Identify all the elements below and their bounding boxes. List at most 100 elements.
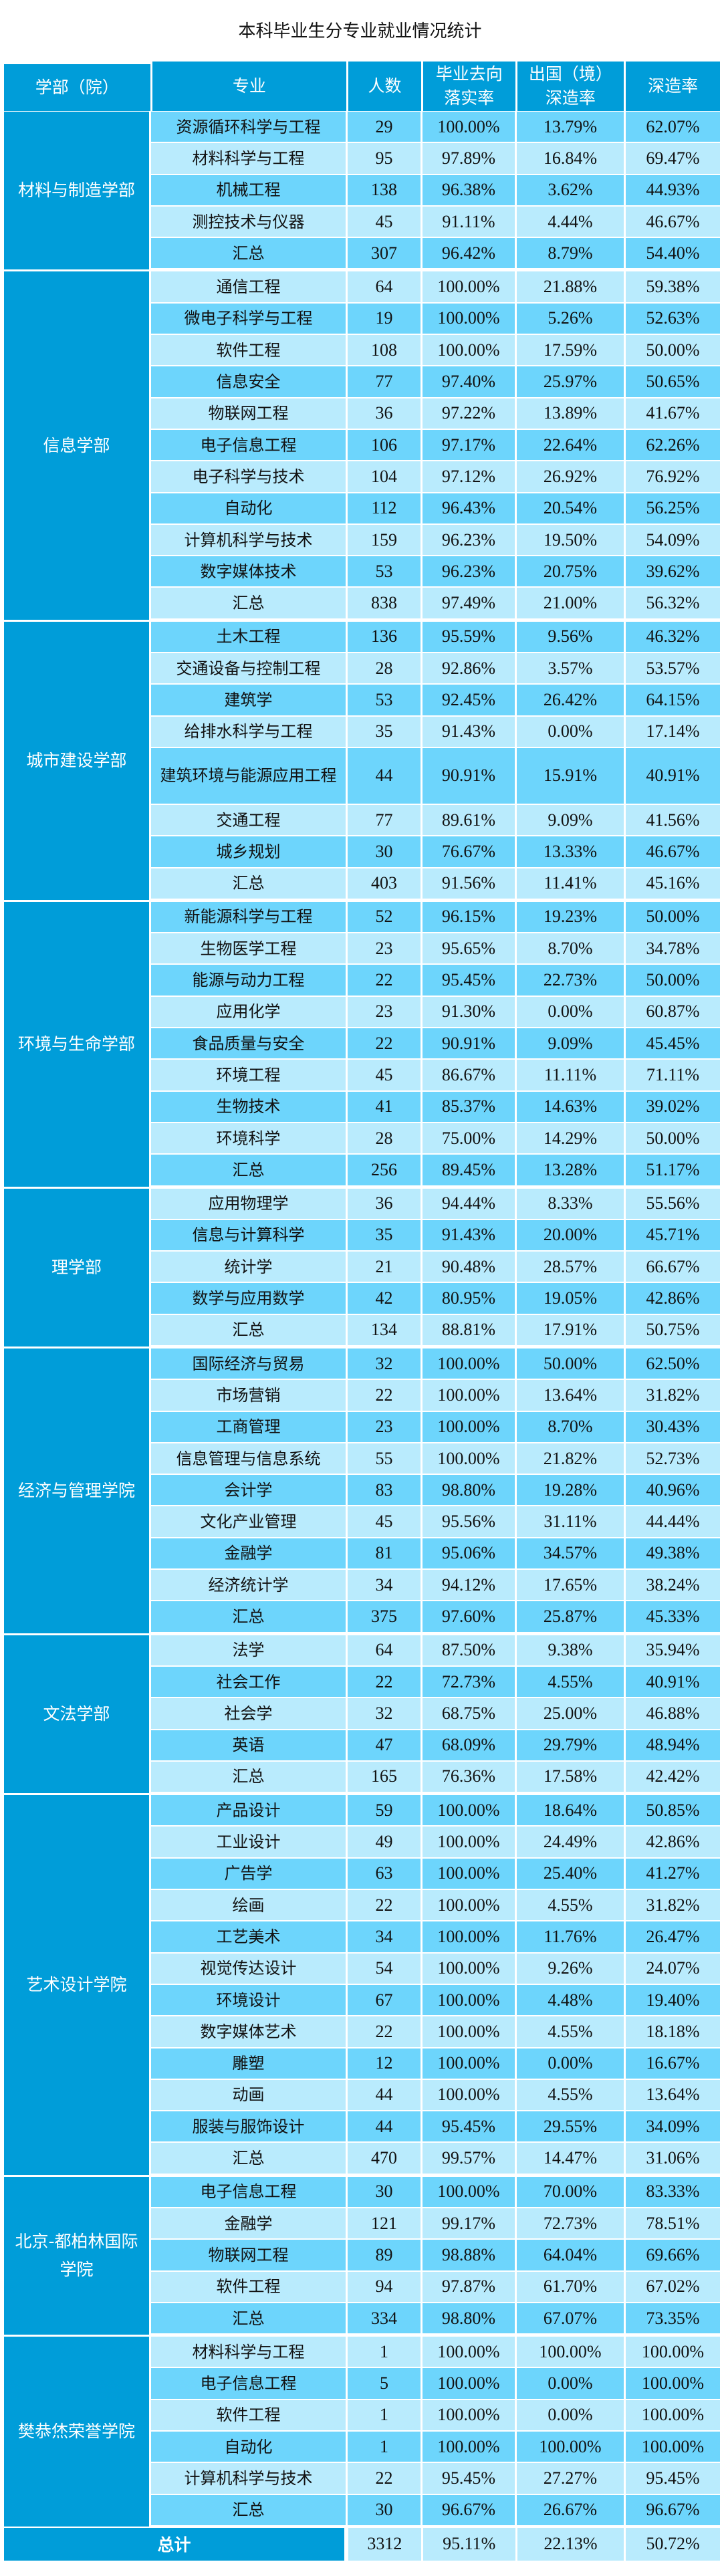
- abroad-rate-cell: 70.00%: [517, 2176, 626, 2207]
- major-cell: 自动化: [151, 493, 348, 523]
- further-study-rate-cell: 40.91%: [626, 1666, 720, 1697]
- placement-rate-cell: 97.12%: [423, 461, 517, 492]
- table-row: 统计学 21 90.48% 28.57% 66.67%: [151, 1252, 720, 1284]
- table-row: 数字媒体艺术 22 100.00% 4.55% 18.18%: [151, 2016, 720, 2048]
- placement-rate-cell: 100.00%: [423, 1380, 517, 1411]
- count-cell: 47: [348, 1730, 423, 1760]
- placement-rate-cell: 97.60%: [423, 1601, 517, 1632]
- count-cell: 23: [348, 996, 423, 1028]
- grand-total-placement: 95.11%: [423, 2527, 517, 2561]
- abroad-rate-cell: 34.57%: [517, 1538, 626, 1569]
- abroad-rate-cell: 31.11%: [517, 1506, 626, 1537]
- count-cell: 108: [348, 335, 423, 366]
- further-study-rate-cell: 31.06%: [626, 2143, 720, 2174]
- abroad-rate-cell: 61.70%: [517, 2271, 626, 2302]
- abroad-rate-cell: 21.82%: [517, 1443, 626, 1474]
- abroad-rate-cell: 25.00%: [517, 1698, 626, 1729]
- further-study-rate-cell: 13.64%: [626, 2079, 720, 2111]
- subtotal-row: 汇总 375 97.60% 25.87% 45.33%: [151, 1601, 720, 1633]
- count-cell: 94: [348, 2271, 423, 2302]
- count-cell: 159: [348, 524, 423, 556]
- count-cell: 22: [348, 1666, 423, 1697]
- table-row: 金融学 121 99.17% 72.73% 78.51%: [151, 2208, 720, 2240]
- abroad-rate-cell: 19.05%: [517, 1283, 626, 1314]
- placement-rate-cell: 95.06%: [423, 1538, 517, 1569]
- table-header-row: 学部（院） 专业 人数 毕业去向 落实率 出国（境） 深造率 深造率: [0, 62, 720, 111]
- further-study-rate-cell: 59.38%: [626, 271, 720, 302]
- further-study-rate-cell: 45.45%: [626, 1028, 720, 1059]
- further-study-rate-cell: 45.71%: [626, 1219, 720, 1251]
- table-row: 动画 44 100.00% 4.55% 13.64%: [151, 2079, 720, 2112]
- count-cell: 45: [348, 206, 423, 237]
- abroad-rate-cell: 20.54%: [517, 493, 626, 523]
- major-cell: 文化产业管理: [151, 1506, 348, 1537]
- further-study-rate-cell: 46.67%: [626, 206, 720, 237]
- count-cell: 52: [348, 901, 423, 933]
- count-cell: 12: [348, 2048, 423, 2079]
- further-study-rate-cell: 35.94%: [626, 1635, 720, 1665]
- further-study-rate-cell: 45.16%: [626, 868, 720, 899]
- count-cell: 307: [348, 238, 423, 269]
- department-name-cell: 城市建设学部: [4, 621, 149, 900]
- major-cell: 土木工程: [151, 621, 348, 653]
- major-cell: 电子科学与技术: [151, 461, 348, 492]
- count-cell: 32: [348, 1348, 423, 1379]
- major-cell: 应用化学: [151, 996, 348, 1028]
- further-study-rate-cell: 64.15%: [626, 685, 720, 715]
- table-row: 环境工程 45 86.67% 11.11% 71.11%: [151, 1060, 720, 1092]
- employment-statistics-table: 学部（院） 专业 人数 毕业去向 落实率 出国（境） 深造率 深造率 材料与制造…: [0, 62, 720, 2561]
- table-row: 计算机科学与技术 22 95.45% 27.27% 95.45%: [151, 2463, 720, 2495]
- placement-rate-cell: 99.17%: [423, 2208, 517, 2239]
- placement-rate-cell: 94.12%: [423, 1570, 517, 1601]
- subtotal-row: 汇总 470 99.57% 14.47% 31.06%: [151, 2143, 720, 2175]
- count-cell: 54: [348, 1953, 423, 1984]
- abroad-rate-cell: 4.55%: [517, 1890, 626, 1921]
- department-section: 城市建设学部 土木工程 136 95.59% 9.56% 46.32% 交通设备与控制工程 2…: [0, 621, 720, 900]
- placement-rate-cell: 100.00%: [423, 271, 517, 302]
- placement-rate-cell: 98.80%: [423, 2303, 517, 2334]
- major-cell: 工商管理: [151, 1411, 348, 1442]
- abroad-rate-cell: 8.70%: [517, 1411, 626, 1442]
- further-study-rate-cell: 67.02%: [626, 2271, 720, 2302]
- count-cell: 22: [348, 1890, 423, 1921]
- count-cell: 106: [348, 429, 423, 461]
- further-study-rate-cell: 19.40%: [626, 1984, 720, 2016]
- count-cell: 45: [348, 1506, 423, 1537]
- abroad-rate-cell: 0.00%: [517, 2368, 626, 2399]
- major-cell: 市场营销: [151, 1380, 348, 1411]
- table-row: 产品设计 59 100.00% 18.64% 50.85%: [151, 1795, 720, 1827]
- placement-rate-cell: 91.43%: [423, 716, 517, 747]
- placement-rate-cell: 88.81%: [423, 1314, 517, 1345]
- subtotal-row: 汇总 256 89.45% 13.28% 51.17%: [151, 1155, 720, 1187]
- abroad-rate-cell: 0.00%: [517, 2399, 626, 2431]
- header-further-study-rate: 深造率: [626, 62, 720, 111]
- major-cell: 物联网工程: [151, 2240, 348, 2270]
- count-cell: 53: [348, 685, 423, 715]
- count-cell: 44: [348, 2111, 423, 2142]
- abroad-rate-cell: 100.00%: [517, 2432, 626, 2462]
- major-cell: 金融学: [151, 1538, 348, 1569]
- department-rows: 应用物理学 36 94.44% 8.33% 55.56% 信息与计算科学 35 91.43% 2…: [151, 1188, 720, 1346]
- count-cell: 36: [348, 398, 423, 429]
- major-cell: 环境设计: [151, 1984, 348, 2016]
- further-study-rate-cell: 69.66%: [626, 2240, 720, 2270]
- department-rows: 电子信息工程 30 100.00% 70.00% 83.33% 金融学 121 99.17% 7…: [151, 2176, 720, 2335]
- table-row: 工业设计 49 100.00% 24.49% 42.86%: [151, 1827, 720, 1859]
- abroad-rate-cell: 4.44%: [517, 206, 626, 237]
- abroad-rate-cell: 19.50%: [517, 524, 626, 556]
- department-name-cell: 北京-都柏林国际学院: [4, 2176, 149, 2335]
- page-title: 本科毕业生分专业就业情况统计: [238, 21, 482, 41]
- major-cell: 电子信息工程: [151, 429, 348, 461]
- department-name-cell: 理学部: [4, 1188, 149, 1346]
- abroad-rate-cell: 25.97%: [517, 366, 626, 397]
- header-placement-rate: 毕业去向 落实率: [423, 62, 517, 111]
- grand-total-count: 3312: [348, 2527, 423, 2561]
- placement-rate-cell: 100.00%: [423, 2016, 517, 2047]
- abroad-rate-cell: 3.57%: [517, 653, 626, 684]
- major-cell: 汇总: [151, 1155, 348, 1185]
- further-study-rate-cell: 50.00%: [626, 901, 720, 933]
- abroad-rate-cell: 20.00%: [517, 1219, 626, 1251]
- abroad-rate-cell: 11.11%: [517, 1060, 626, 1090]
- count-cell: 34: [348, 1570, 423, 1601]
- abroad-rate-cell: 19.28%: [517, 1475, 626, 1506]
